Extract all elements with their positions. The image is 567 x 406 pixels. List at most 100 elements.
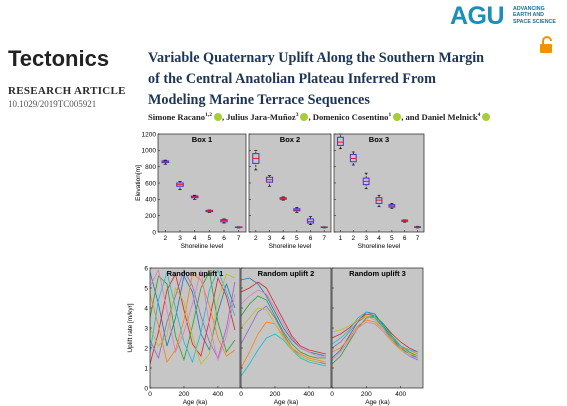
uplift-curve: [150, 271, 236, 352]
uplift-curve: [241, 333, 326, 377]
uplift-curve: [241, 295, 326, 359]
y-tick-label: 4: [144, 305, 148, 312]
x-tick-label: 400: [212, 391, 223, 398]
y-tick-label: 5: [144, 285, 148, 292]
author-name: Julius Jara-Muñoz: [226, 112, 296, 122]
doi: 10.1029/2019TC005921: [8, 99, 97, 109]
y-tick-label: 600: [145, 180, 156, 187]
uplift-curve: [332, 311, 418, 353]
tagline-line: EARTH AND: [513, 12, 544, 19]
uplift-curve: [150, 273, 236, 365]
uplift-curve: [150, 268, 236, 360]
panel-background: [334, 134, 424, 232]
x-tick-label: 400: [395, 391, 406, 398]
tagline-line: SPACE SCIENCE: [513, 18, 556, 25]
orcid-icon: [393, 113, 402, 121]
x-tick-label: 2: [164, 235, 168, 242]
x-tick-label: 6: [222, 235, 226, 242]
orcid-icon: [213, 113, 222, 121]
x-tick-label: 5: [390, 235, 394, 242]
x-axis-label: Age (ka): [365, 399, 390, 406]
y-tick-label: 400: [145, 197, 156, 204]
x-tick-label: 0: [330, 391, 334, 398]
uplift-curve: [150, 268, 236, 364]
x-tick-label: 1: [339, 235, 343, 242]
y-tick-label: 200: [145, 213, 156, 220]
x-tick-label: 7: [237, 235, 241, 242]
lock-body: [540, 44, 552, 53]
orcid-icon: [482, 113, 491, 121]
panel-title: Random uplift 3: [349, 269, 406, 278]
tagline-line: ADVANCING: [513, 6, 545, 12]
panel-title: Box 1: [192, 135, 212, 144]
uplift-curve: [241, 321, 326, 369]
panel-title: Box 3: [369, 135, 389, 144]
lock-shackle: [542, 36, 552, 44]
uplift-curve: [241, 307, 326, 363]
title-line: Modeling Marine Terrace Sequences: [148, 92, 370, 108]
panel-background: [249, 134, 331, 232]
uplift-curve: [332, 321, 418, 361]
uplift-curve: [150, 268, 236, 362]
y-tick-label: 1: [144, 365, 148, 372]
uplift-curve: [241, 281, 326, 355]
x-tick-label: 6: [309, 235, 313, 242]
panel-background: [158, 134, 246, 232]
uplift-curve: [241, 277, 326, 357]
x-tick-label: 5: [295, 235, 299, 242]
title-line: of the Central Anatolian Plateau Inferre…: [148, 71, 436, 87]
author-name: Domenico Cosentino: [312, 112, 389, 122]
x-tick-label: 7: [322, 235, 326, 242]
y-tick-label: 800: [145, 164, 156, 171]
box: [337, 136, 344, 146]
author-list: Simone Racano1,2, Julius Jara-Muñoz3, Do…: [148, 112, 491, 122]
x-axis-label: Age (ka): [183, 399, 208, 406]
x-tick-label: 2: [254, 235, 258, 242]
x-axis-label: Shoreline level: [181, 243, 224, 250]
author-affiliation: 4: [477, 112, 481, 119]
uplift-curve: [332, 319, 419, 355]
logo: AGU: [450, 2, 505, 30]
x-tick-label: 0: [148, 391, 152, 398]
logo-tagline: ADVANCING EARTH AND SPACE SCIENCE: [513, 6, 556, 25]
author-separator: ,: [221, 112, 227, 122]
y-tick-label: 1000: [142, 148, 157, 155]
open-access-icon: [540, 36, 552, 53]
y-axis-label: Uplift rate [m/kyr]: [127, 303, 134, 352]
x-tick-label: 200: [270, 391, 281, 398]
uplift-curve: [332, 311, 419, 359]
y-tick-label: 0: [144, 385, 148, 392]
x-axis-label: Shoreline level: [358, 243, 401, 250]
uplift-curve: [150, 272, 236, 365]
y-tick-label: 2: [144, 345, 148, 352]
title-line: Variable Quaternary Uplift Along the Sou…: [148, 50, 485, 66]
x-tick-label: 4: [193, 235, 197, 242]
x-tick-label: 6: [403, 235, 407, 242]
x-tick-label: 2: [351, 235, 355, 242]
y-tick-label: 6: [144, 265, 148, 272]
panel-title: Random uplift 2: [258, 269, 315, 278]
author-separator: , and: [401, 112, 422, 122]
author-affiliation: 3: [295, 112, 299, 119]
article-type: RESEARCH ARTICLE: [8, 85, 126, 97]
author-separator: ,: [308, 112, 313, 122]
y-tick-label: 1200: [142, 131, 157, 138]
orcid-icon: [300, 113, 309, 121]
journal-name: Tectonics: [8, 46, 110, 71]
x-tick-label: 200: [179, 391, 190, 398]
uplift-curve: [332, 315, 418, 357]
x-tick-label: 3: [364, 235, 368, 242]
x-tick-label: 0: [239, 391, 243, 398]
author-affiliation: 1,2: [205, 112, 212, 119]
x-tick-label: 400: [303, 391, 314, 398]
y-axis-label: Elevation[m]: [135, 165, 142, 201]
author-name: Daniel Melnick: [421, 112, 478, 122]
y-tick-label: 3: [144, 325, 148, 332]
x-tick-label: 4: [377, 235, 381, 242]
article-title: Variable Quaternary Uplift Along the Sou…: [148, 48, 484, 111]
x-tick-label: 7: [416, 235, 420, 242]
x-axis-label: Age (ka): [274, 399, 299, 406]
x-tick-label: 3: [178, 235, 182, 242]
